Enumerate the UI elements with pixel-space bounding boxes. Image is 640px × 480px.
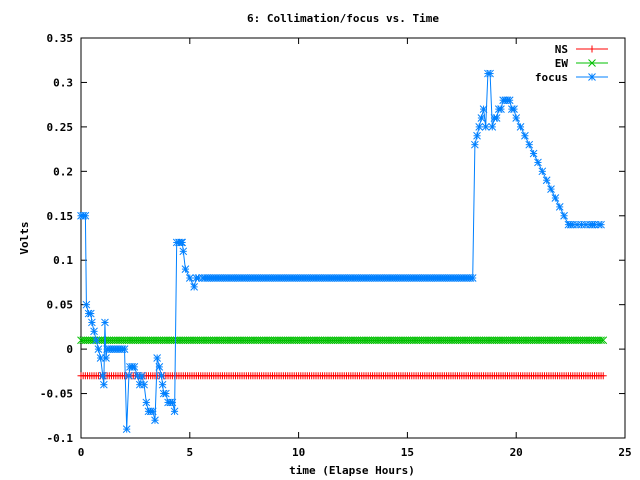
data-point-focus xyxy=(99,380,108,389)
data-point-focus xyxy=(510,105,518,113)
series-ew xyxy=(77,336,608,345)
data-point-focus xyxy=(529,149,538,158)
y-tick-label: 0.05 xyxy=(47,299,74,312)
data-point-focus xyxy=(138,371,146,380)
y-tick-label: 0.25 xyxy=(47,121,74,134)
data-point-ew xyxy=(599,336,608,345)
data-point-focus xyxy=(516,123,525,131)
data-point-focus xyxy=(488,123,497,131)
data-point-focus xyxy=(120,345,129,353)
data-point-focus xyxy=(148,407,157,416)
data-point-focus xyxy=(82,300,91,309)
data-point-focus xyxy=(162,389,170,398)
y-tick-label: 0.15 xyxy=(47,210,74,223)
legend-swatch-marker xyxy=(588,45,596,53)
data-point-focus xyxy=(88,318,96,327)
y-tick-label: -0.05 xyxy=(40,388,73,401)
legend-swatch-marker xyxy=(588,73,596,81)
data-point-focus xyxy=(130,363,139,371)
y-tick-label: -0.1 xyxy=(47,432,74,445)
data-point-focus xyxy=(190,283,199,291)
y-tick-label: 0.2 xyxy=(53,165,73,178)
data-point-focus xyxy=(94,345,103,353)
chart-title: 6: Collimation/focus vs. Time xyxy=(247,12,439,25)
data-point-focus xyxy=(142,398,151,407)
data-point-focus xyxy=(492,114,501,122)
data-point-focus xyxy=(153,354,162,362)
data-point-focus xyxy=(158,380,167,389)
data-point-ew xyxy=(597,336,605,345)
data-point-focus xyxy=(155,363,164,371)
data-point-focus xyxy=(505,96,514,105)
data-point-focus xyxy=(140,380,148,389)
data-point-focus xyxy=(477,114,486,122)
data-point-focus xyxy=(481,123,490,131)
data-point-focus xyxy=(170,407,179,416)
data-point-focus xyxy=(86,309,95,318)
data-point-focus xyxy=(185,274,194,282)
series-focus xyxy=(77,69,605,433)
data-point-focus xyxy=(471,140,479,149)
data-point-focus xyxy=(151,416,159,425)
data-point-focus xyxy=(560,211,568,220)
data-point-focus xyxy=(92,336,101,345)
data-point-focus xyxy=(98,371,107,380)
data-point-focus xyxy=(468,274,477,282)
data-point-focus xyxy=(473,131,481,140)
data-point-focus xyxy=(497,105,505,113)
data-point-focus xyxy=(525,140,534,149)
data-point-focus xyxy=(125,371,133,380)
data-point-focus xyxy=(542,176,551,185)
data-point-focus xyxy=(102,354,110,362)
data-point-focus xyxy=(181,265,190,273)
data-point-focus xyxy=(168,398,177,407)
data-point-focus xyxy=(101,318,109,327)
data-point-focus xyxy=(521,131,529,140)
y-tick-label: 0.35 xyxy=(47,32,74,45)
data-point-focus xyxy=(597,220,605,229)
y-axis-label: Volts xyxy=(18,221,31,254)
legend-label: focus xyxy=(535,71,568,84)
data-point-focus xyxy=(179,247,188,256)
plot-frame xyxy=(80,37,626,439)
y-tick-label: 0.3 xyxy=(53,76,73,89)
data-point-focus xyxy=(555,203,564,211)
x-tick-label: 0 xyxy=(78,446,85,459)
y-tick-label: 0 xyxy=(66,343,73,356)
data-point-focus xyxy=(538,167,547,176)
data-point-focus xyxy=(81,211,90,220)
data-point-focus xyxy=(551,194,560,202)
x-tick-label: 15 xyxy=(401,446,414,459)
data-point-focus xyxy=(90,327,98,336)
data-point-focus xyxy=(547,185,555,193)
data-point-focus xyxy=(486,69,494,78)
legend-label: EW xyxy=(555,57,569,70)
y-tick-label: 0.1 xyxy=(53,254,73,267)
x-tick-label: 10 xyxy=(292,446,305,459)
data-point-focus xyxy=(475,123,484,131)
data-point-focus xyxy=(122,425,131,433)
x-axis-label: time (Elapse Hours) xyxy=(289,464,415,477)
x-tick-label: 5 xyxy=(186,446,193,459)
x-tick-label: 25 xyxy=(618,446,631,459)
x-tick-label: 20 xyxy=(510,446,523,459)
legend-swatch-marker xyxy=(588,59,596,67)
data-point-focus xyxy=(534,158,542,167)
data-point-focus xyxy=(479,105,488,113)
series-ns xyxy=(77,372,607,380)
data-point-ns xyxy=(599,372,607,380)
data-point-focus xyxy=(178,238,187,247)
data-point-focus xyxy=(512,114,521,122)
legend-label: NS xyxy=(555,43,568,56)
data-point-focus xyxy=(157,371,166,380)
